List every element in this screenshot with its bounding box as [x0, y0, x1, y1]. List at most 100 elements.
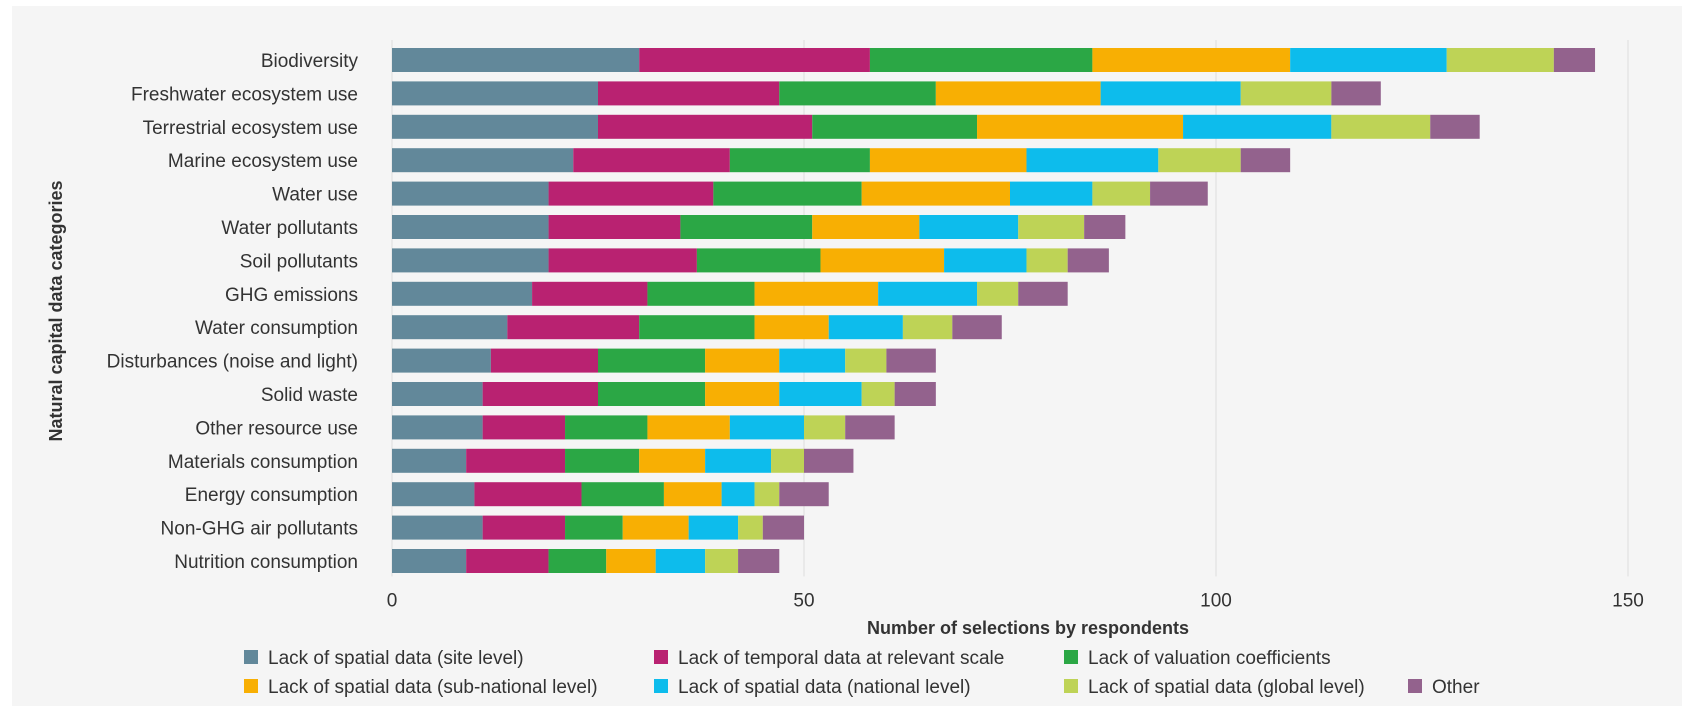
legend: Lack of spatial data (site level) Lack of… [244, 648, 1480, 698]
bar-segment [754, 482, 780, 507]
bar-segment [812, 215, 920, 239]
bar-segment [663, 482, 722, 507]
bar-segment [845, 415, 895, 440]
bar-segment [894, 382, 936, 406]
bar-segment [779, 382, 862, 406]
legend-label: Lack of spatial data (global level) [1088, 677, 1365, 698]
legend-label: Lack of spatial data (site level) [268, 648, 524, 669]
bar-segment [392, 281, 533, 306]
category-label: Solid waste [261, 385, 358, 406]
bar-segment [598, 81, 780, 106]
bar-segment [754, 281, 879, 306]
bar-segment [977, 281, 1019, 306]
x-tick-label: 50 [793, 590, 814, 611]
category-label: Water use [272, 185, 358, 206]
stacked-bar-chart: Biodiversity Freshwater ecosystem use Terr… [46, 40, 1644, 698]
bar-segment [869, 48, 1093, 72]
bar-segment [696, 248, 821, 273]
bar-segment [565, 415, 648, 440]
bar-segment [1026, 148, 1159, 173]
category-label: Other resource use [195, 418, 358, 439]
x-tick-labels: 0 50 100 150 [387, 590, 1644, 611]
bar-segment [548, 181, 714, 206]
bar-segment [392, 148, 574, 173]
bar-segment [565, 515, 623, 540]
bar-segment [392, 114, 598, 139]
bar-segment [812, 114, 978, 139]
bar-segment [598, 114, 813, 139]
bar-segment [606, 549, 656, 573]
bar-segment [1026, 248, 1068, 273]
bar-segment [729, 415, 804, 440]
x-tick-label: 0 [387, 590, 398, 611]
bar-segment [1446, 48, 1554, 72]
legend-swatch [244, 679, 258, 693]
category-label: Materials consumption [168, 452, 358, 473]
legend-swatch [1408, 679, 1422, 693]
legend-label: Lack of spatial data (national level) [678, 677, 971, 698]
bar-segment [1018, 215, 1085, 239]
legend-swatch [1064, 679, 1078, 693]
bar-segment [845, 348, 887, 373]
bars [392, 48, 1596, 573]
category-label: Freshwater ecosystem use [131, 84, 358, 105]
bar-segment [647, 415, 730, 440]
bar-segment [573, 148, 730, 173]
bar-segment [861, 181, 1010, 206]
bar-segment [878, 281, 978, 306]
bar-segment [1092, 48, 1291, 72]
bar-segment [392, 448, 467, 473]
legend-swatch [244, 650, 258, 664]
bar-segment [754, 315, 829, 340]
bar-segment [820, 248, 945, 273]
bar-segment [869, 148, 1027, 173]
category-label: Disturbances (noise and light) [107, 352, 358, 373]
legend-label: Lack of temporal data at relevant scale [678, 648, 1004, 669]
bar-segment [886, 348, 936, 373]
bar-segment [392, 48, 640, 72]
bar-segment [392, 81, 598, 106]
bar-segment [482, 415, 566, 440]
bar-segment [548, 215, 681, 239]
bar-segment [861, 382, 895, 406]
bar-segment [548, 549, 607, 573]
bar-segment [952, 315, 1002, 340]
x-tick-label: 150 [1612, 590, 1644, 611]
category-label: Non-GHG air pollutants [161, 519, 358, 540]
bar-segment [1158, 148, 1241, 173]
bar-segment [705, 382, 780, 406]
bar-segment [688, 515, 739, 540]
category-label: Nutrition consumption [174, 552, 358, 573]
bar-segment [639, 48, 870, 72]
x-tick-label: 100 [1200, 590, 1232, 611]
bar-segment [482, 382, 598, 406]
bar-segment [713, 181, 862, 206]
bar-segment [1430, 114, 1480, 139]
bar-segment [598, 348, 706, 373]
bar-segment [804, 448, 854, 473]
bar-segment [474, 482, 582, 507]
bar-segment [705, 448, 772, 473]
legend-label: Lack of spatial data (sub-national level… [268, 677, 598, 698]
bar-segment [944, 248, 1027, 273]
legend-swatch [654, 679, 668, 693]
chart-frame: Biodiversity Freshwater ecosystem use Terr… [12, 6, 1682, 706]
category-label: Biodiversity [261, 51, 359, 72]
bar-segment [647, 281, 755, 306]
bar-segment [1240, 148, 1291, 173]
bar-segment [919, 215, 1019, 239]
bar-segment [392, 482, 475, 507]
bar-segment [1092, 181, 1151, 206]
bar-segment [655, 549, 706, 573]
category-label: Terrestrial ecosystem use [143, 118, 358, 139]
y-axis-title: Natural capital data categories [46, 180, 66, 441]
bar-segment [804, 415, 846, 440]
legend-swatch [1064, 650, 1078, 664]
bar-segment [598, 382, 706, 406]
bar-segment [779, 81, 936, 106]
category-label: Soil pollutants [240, 251, 358, 272]
bar-segment [828, 315, 903, 340]
bar-segment [466, 448, 566, 473]
bar-segment [490, 348, 598, 373]
bar-segment [1018, 281, 1068, 306]
